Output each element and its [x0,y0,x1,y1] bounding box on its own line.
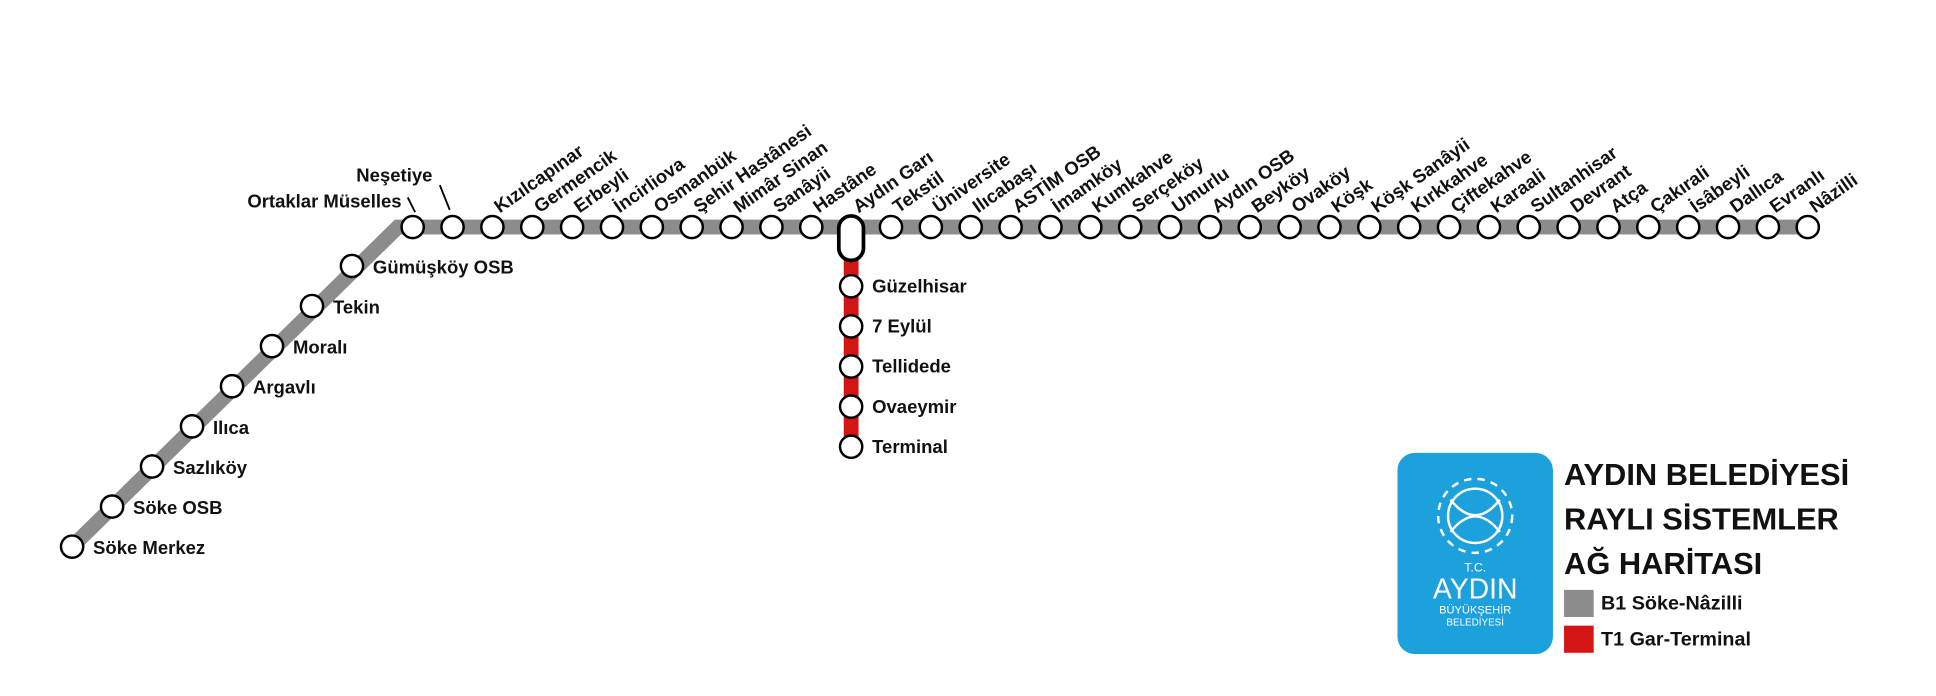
station [1516,214,1542,240]
station [719,214,744,240]
station-label: Gümüşköy OSB [373,256,514,277]
station-label: Moralı [293,337,347,358]
logo-sub: BÜYÜKŞEHİR [1439,603,1511,616]
legend-swatch [1564,625,1594,653]
station [1675,214,1701,240]
logo-emblem [1436,477,1514,555]
station-label: 7 Eylül [872,316,932,337]
legend-swatch [1564,589,1594,618]
station-label: Tekin [333,296,380,317]
station [639,214,665,240]
logo-prefix: T.C. [1464,560,1486,574]
station [219,373,245,399]
station [1396,214,1422,240]
station [400,214,426,240]
title: AYDIN BELEDİYESİ [1564,457,1849,492]
station [299,293,325,319]
station [1277,214,1302,240]
station [1038,214,1063,240]
station [918,214,944,240]
station [1237,214,1263,240]
station [878,214,904,240]
station [998,214,1023,240]
station [1117,214,1143,240]
station [838,354,864,379]
station [838,434,864,460]
station-label: Terminal [872,436,948,457]
station-label: Söke OSB [133,497,222,518]
station [99,494,125,519]
station-label: Sazlıköy [173,457,248,478]
station [1755,214,1781,240]
station [1476,214,1502,240]
station [679,214,705,240]
station-label: Neşetiye [356,164,432,185]
station [1356,214,1382,240]
station [259,333,285,359]
station [599,214,625,240]
station [1077,214,1103,240]
logo-name: AYDIN [1433,574,1518,606]
station [1556,214,1581,240]
station [59,534,85,560]
leader [406,197,416,213]
station [480,214,505,240]
station-label: Tellidede [872,356,951,377]
station [339,253,365,279]
station-label: Ortaklar Müselles [247,190,401,211]
station [838,314,864,339]
station [1197,214,1223,240]
station-label: Güzelhisar [872,275,967,296]
station-label: Söke Merkez [93,537,205,558]
station [1715,214,1741,240]
station [838,273,864,299]
station [838,394,864,419]
legend-label: B1 Söke-Nâzilli [1601,593,1742,615]
logo-sub: BELEDİYESİ [1446,618,1504,629]
station [179,414,205,439]
station [759,214,784,240]
station [139,454,165,479]
station [440,214,465,240]
station [958,214,984,240]
station-label: Ilıca [213,417,250,438]
leader [438,184,451,211]
title: RAYLI SİSTEMLER [1564,501,1839,536]
station [559,214,585,240]
station [1317,214,1342,240]
station [1436,214,1462,240]
station-label: Argavlı [253,377,316,398]
legend-label: T1 Gar-Terminal [1601,628,1751,650]
station [519,214,545,240]
station-label: Ovaeymir [872,396,956,417]
interchange-station [836,214,866,263]
title: AĞ HARİTASI [1564,546,1762,581]
station [1635,214,1661,240]
station [1795,214,1821,240]
station [1596,214,1621,240]
station [1157,214,1183,240]
station [798,214,824,240]
